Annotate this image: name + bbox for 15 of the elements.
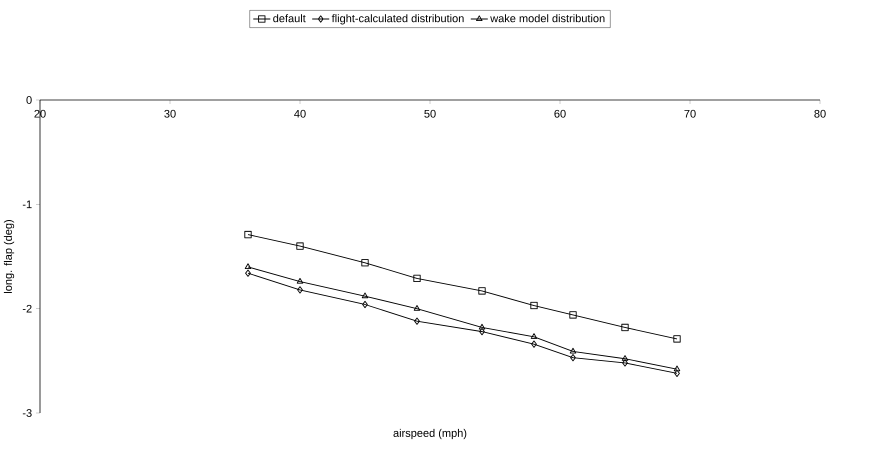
y-tick-label: 0 [26, 96, 32, 104]
x-axis-title: airspeed (mph) [393, 428, 466, 440]
x-tick-label: 40 [294, 110, 306, 118]
x-tick-label: 70 [684, 110, 696, 118]
x-tick-label: 80 [814, 110, 826, 118]
y-tick-label: -1 [22, 200, 32, 208]
x-tick-label: 50 [424, 110, 436, 118]
x-tick-label: 60 [554, 110, 566, 118]
y-axis-title: long. flap (deg) [4, 220, 14, 293]
x-tick-label: 30 [164, 110, 176, 118]
legend-label: flight-calculated distribution [332, 14, 464, 24]
y-tick-label: -3 [22, 409, 32, 417]
legend-label: wake model distribution [490, 14, 604, 22]
legend-label: default [273, 14, 306, 22]
y-tick-label: -2 [22, 304, 32, 313]
